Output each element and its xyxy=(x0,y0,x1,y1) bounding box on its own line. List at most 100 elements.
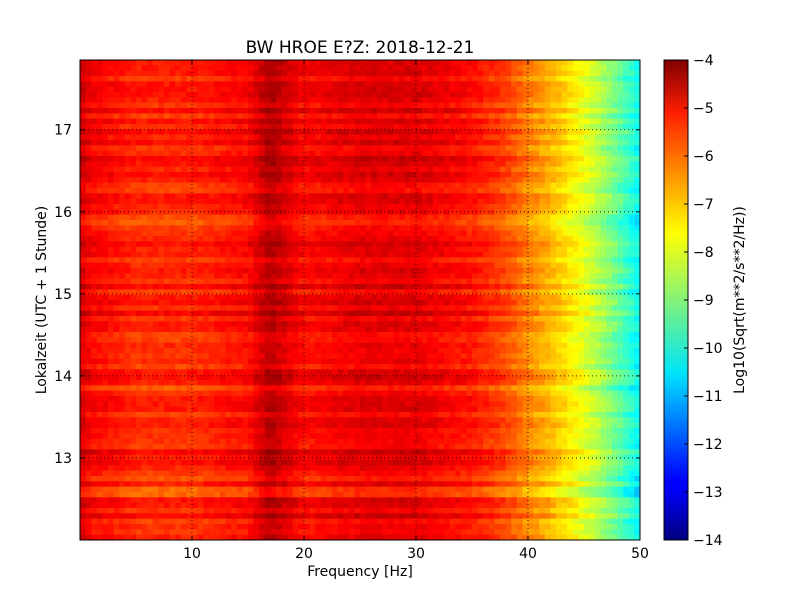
heatmap-cell xyxy=(539,305,546,312)
heatmap-cell xyxy=(169,65,176,72)
heatmap-cell xyxy=(528,150,535,157)
heatmap-cell xyxy=(208,246,215,253)
heatmap-cell xyxy=(528,214,535,221)
heatmap-cell xyxy=(376,278,383,285)
heatmap-cell xyxy=(119,273,126,280)
heatmap-cell xyxy=(427,172,434,178)
heatmap-cell xyxy=(483,284,490,290)
heatmap-cell xyxy=(197,273,204,280)
heatmap-cell xyxy=(91,310,98,317)
heatmap-cell xyxy=(102,268,109,274)
heatmap-cell xyxy=(589,262,596,269)
heatmap-cell xyxy=(259,97,266,104)
heatmap-cell xyxy=(130,268,137,274)
heatmap-cell xyxy=(533,113,540,120)
heatmap-cell xyxy=(371,257,378,264)
heatmap-cell xyxy=(91,241,98,248)
heatmap-cell xyxy=(612,220,619,226)
heatmap-cell xyxy=(427,86,434,93)
heatmap-cell xyxy=(242,108,249,114)
heatmap-cell xyxy=(292,310,299,317)
heatmap-cell xyxy=(242,86,249,93)
heatmap-cell xyxy=(488,209,495,216)
heatmap-cell xyxy=(220,129,227,136)
heatmap-cell xyxy=(460,284,467,290)
heatmap-cell xyxy=(516,316,523,322)
heatmap-cell xyxy=(427,70,434,77)
heatmap-cell xyxy=(214,225,221,232)
heatmap-cell xyxy=(628,204,635,210)
heatmap-cell xyxy=(180,129,187,136)
heatmap-cell xyxy=(404,177,411,184)
heatmap-cell xyxy=(382,108,389,114)
heatmap-cell xyxy=(444,124,451,130)
heatmap-cell xyxy=(102,262,109,269)
heatmap-cell xyxy=(365,150,372,157)
heatmap-cell xyxy=(192,86,199,93)
heatmap-cell xyxy=(522,310,529,317)
heatmap-cell xyxy=(539,284,546,290)
heatmap-cell xyxy=(264,140,271,146)
heatmap-cell xyxy=(136,225,143,232)
heatmap-cell xyxy=(332,316,339,322)
heatmap-cell xyxy=(404,310,411,317)
heatmap-cell xyxy=(472,81,479,88)
heatmap-cell xyxy=(208,294,215,301)
heatmap-cell xyxy=(488,129,495,136)
heatmap-cell xyxy=(550,236,557,242)
heatmap-cell xyxy=(477,161,484,168)
heatmap-cell xyxy=(483,321,490,328)
heatmap-cell xyxy=(225,225,232,232)
heatmap-cell xyxy=(427,166,434,173)
heatmap-cell xyxy=(376,300,383,306)
heatmap-cell xyxy=(533,220,540,226)
heatmap-cell xyxy=(483,145,490,152)
heatmap-cell xyxy=(192,65,199,72)
heatmap-cell xyxy=(91,172,98,178)
heatmap-cell xyxy=(539,246,546,253)
heatmap-cell xyxy=(572,262,579,269)
heatmap-cell xyxy=(539,321,546,328)
heatmap-cell xyxy=(225,60,232,66)
heatmap-cell xyxy=(124,70,131,77)
heatmap-cell xyxy=(343,289,350,296)
heatmap-cell xyxy=(388,70,395,77)
heatmap-cell xyxy=(410,182,417,189)
heatmap-cell xyxy=(606,278,613,285)
heatmap-cell xyxy=(494,60,501,66)
heatmap-cell xyxy=(533,198,540,205)
heatmap-cell xyxy=(152,305,159,312)
heatmap-cell xyxy=(623,236,630,242)
heatmap-cell xyxy=(164,225,171,232)
heatmap-cell xyxy=(119,193,126,200)
heatmap-cell xyxy=(164,209,171,216)
heatmap-cell xyxy=(416,321,423,328)
heatmap-cell xyxy=(522,129,529,136)
heatmap-cell xyxy=(477,220,484,226)
heatmap-cell xyxy=(505,177,512,184)
heatmap-cell xyxy=(186,92,193,98)
heatmap-cell xyxy=(578,214,585,221)
heatmap-cell xyxy=(180,209,187,216)
heatmap-cell xyxy=(175,172,182,178)
heatmap-cell xyxy=(472,193,479,200)
heatmap-cell xyxy=(567,81,574,88)
heatmap-cell xyxy=(612,214,619,221)
heatmap-cell xyxy=(80,214,87,221)
heatmap-cell xyxy=(421,278,428,285)
heatmap-cell xyxy=(612,166,619,173)
heatmap-cell xyxy=(253,161,260,168)
heatmap-cell xyxy=(231,86,238,93)
heatmap-cell xyxy=(85,113,92,120)
heatmap-cell xyxy=(326,273,333,280)
heatmap-cell xyxy=(152,76,159,82)
heatmap-cell xyxy=(309,214,316,221)
heatmap-cell xyxy=(231,198,238,205)
heatmap-cell xyxy=(500,209,507,216)
heatmap-cell xyxy=(164,172,171,178)
heatmap-cell xyxy=(623,225,630,232)
heatmap-cell xyxy=(85,124,92,130)
heatmap-cell xyxy=(483,289,490,296)
heatmap-cell xyxy=(393,140,400,146)
heatmap-cell xyxy=(444,102,451,109)
